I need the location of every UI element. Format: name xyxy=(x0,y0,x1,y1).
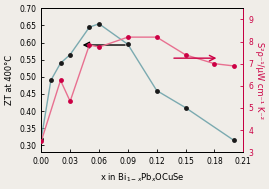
Y-axis label: S²ρ⁻¹/μW cm⁻¹ K⁻²: S²ρ⁻¹/μW cm⁻¹ K⁻² xyxy=(255,42,264,119)
X-axis label: x in Bi$_{1-x}$Pb$_{x}$OCuSe: x in Bi$_{1-x}$Pb$_{x}$OCuSe xyxy=(100,172,185,184)
Y-axis label: ZT at 400°C: ZT at 400°C xyxy=(5,55,14,105)
